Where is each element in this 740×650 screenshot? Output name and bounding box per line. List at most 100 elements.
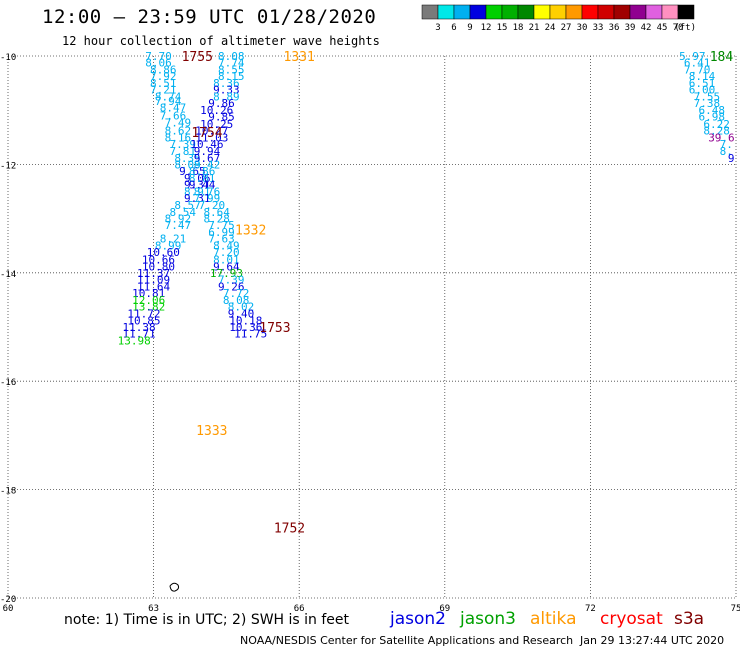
lat-tick-label: -12 (0, 161, 16, 171)
wave-height-value: 9.94 (194, 145, 221, 158)
wave-height-value: 8.42 (194, 158, 221, 171)
wave-height-value: 8.74 (155, 91, 182, 104)
wave-height-value: 8. (720, 145, 733, 158)
colorbar-label: 30 (577, 23, 588, 33)
wave-height-value: 10.81 (132, 287, 165, 300)
colorbar-swatch (469, 4, 487, 20)
wave-height-value: 11.09 (137, 273, 170, 286)
wave-height-value: 11.03 (195, 131, 228, 144)
wave-height-value: 6.98 (698, 111, 725, 124)
wave-height-value: 8.09 (174, 158, 201, 171)
wave-height-value: 7.75 (208, 219, 235, 232)
wave-height-value: 7.39 (218, 273, 245, 286)
wave-height-value: 9.65 (179, 165, 206, 178)
lat-tick-label: -14 (0, 270, 16, 280)
wave-height-value: 8.64 (203, 206, 230, 219)
wave-height-value: 11.37 (137, 267, 170, 280)
wave-height-value: 7.21 (150, 84, 177, 97)
colorbar-swatch (453, 4, 471, 20)
colorbar-swatch (549, 4, 567, 20)
wave-height-value: 39.6 (708, 131, 735, 144)
wave-height-value: 9.85 (208, 111, 235, 124)
wave-height-value: 10.60 (147, 246, 180, 259)
wave-height-value: 6.41 (684, 57, 711, 70)
time-label: 1754 (191, 126, 222, 141)
wave-height-value: 7.20 (199, 199, 226, 212)
colorbar-swatch (629, 4, 647, 20)
colorbar-label: 9 (467, 23, 472, 33)
wave-height-value: 8.08 (218, 50, 245, 63)
lat-tick-label: -10 (0, 53, 16, 63)
wave-height-value: 9.86 (208, 97, 235, 110)
wave-height-value: 7.47 (165, 219, 192, 232)
wave-height-value: 8.86 (150, 64, 177, 77)
lon-tick-label: 75 (731, 604, 740, 614)
wave-height-value: 7.72 (223, 287, 250, 300)
wave-height-value: 7.66 (160, 110, 187, 123)
wave-height-value: 8.28 (203, 213, 230, 226)
colorbar-swatch (565, 4, 583, 20)
wave-height-value: 8.51 (150, 77, 177, 90)
time-label: 184 (710, 50, 734, 65)
colorbar-swatch (437, 4, 455, 20)
colorbar-swatch (645, 4, 663, 20)
wave-height-value: 8.16 (165, 131, 192, 144)
colorbar-label: 33 (593, 23, 604, 33)
wave-height-value: 7.92 (150, 70, 177, 83)
wave-height-value: 8.99 (155, 240, 182, 253)
time-label: 1753 (259, 321, 290, 336)
wave-height-value: 10.46 (190, 138, 223, 151)
wave-height-value: 6.51 (689, 77, 716, 90)
island-outline (169, 582, 180, 592)
colorbar-label: 3 (435, 23, 440, 33)
colorbar-swatch (597, 4, 615, 20)
colorbar-label: 42 (641, 23, 652, 33)
wave-height-value: 8.86 (189, 165, 216, 178)
wave-height-value: 9.67 (194, 152, 221, 165)
colorbar-swatch (677, 4, 695, 20)
colorbar-swatch (661, 4, 679, 20)
wave-height-value: 7. (720, 138, 733, 151)
legend-altika: altika (530, 609, 577, 629)
colorbar-swatch (485, 4, 503, 20)
wave-height-value: 7.39 (169, 138, 196, 151)
colorbar-label: 15 (497, 23, 508, 33)
wave-height-value: 7.94 (155, 95, 182, 108)
colorbar-label: 45 (657, 23, 668, 33)
colorbar-label: 36 (609, 23, 620, 33)
wave-height-value: 10.26 (200, 104, 233, 117)
wave-height-value: 9.31 (184, 178, 211, 191)
wave-height-value: 11.38 (122, 321, 155, 334)
wave-height-value: 8.55 (218, 64, 245, 77)
legend-jason3: jason3 (460, 609, 516, 629)
map-subtitle: 12 hour collection of altimeter wave hei… (62, 34, 380, 48)
wave-height-value: 8.49 (213, 240, 240, 253)
time-label: 1331 (284, 50, 315, 65)
wave-height-value: 8.89 (213, 91, 240, 104)
colorbar-swatch (613, 4, 631, 20)
wave-height-value: 8.76 (194, 186, 221, 199)
wave-height-value: 8.14 (689, 70, 716, 83)
wave-height-value: 8.92 (165, 213, 192, 226)
wave-height-value: 7.55 (694, 91, 721, 104)
colorbar-swatch (581, 4, 599, 20)
footer-note: note: 1) Time is in UTC; 2) SWH is in fe… (64, 612, 350, 628)
wave-height-value: 8.54 (169, 206, 196, 219)
wave-height-value: 13.98 (118, 335, 151, 348)
colorbar-label: 39 (625, 23, 636, 33)
wave-height-value: 8.62 (165, 124, 192, 137)
wave-height-value: 9.40 (228, 307, 255, 320)
wave-height-value: 7.63 (208, 233, 235, 246)
lon-tick-label: 72 (585, 604, 596, 614)
wave-height-value: 8.08 (223, 294, 250, 307)
wave-height-value: 10.36 (229, 321, 262, 334)
colorbar-label: 70 (673, 23, 684, 33)
map-title: 12:00 – 23:59 UTC 01/28/2020 (42, 6, 377, 28)
generated-timestamp: Jan 29 13:27:44 UTC 2020 (580, 634, 725, 647)
wave-height-value: 7.49 (165, 117, 192, 130)
lon-tick-label: 66 (294, 604, 305, 614)
wave-height-value: 10.80 (142, 260, 175, 273)
wave-height-value: 6.00 (689, 84, 716, 97)
wave-height-value: 10.25 (200, 118, 233, 131)
